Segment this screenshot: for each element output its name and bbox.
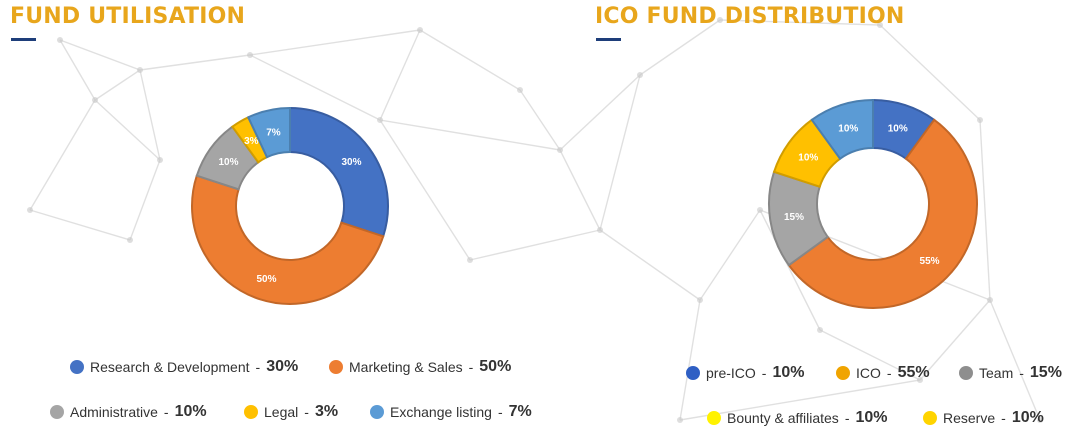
legend-label: pre-ICO: [706, 365, 756, 381]
donut-slice: [787, 118, 978, 309]
donut-slice: [289, 106, 389, 238]
title-underline: [596, 38, 621, 41]
ico-fund-distribution-panel: ICO FUND DISTRIBUTION 10% 55% 15% 10% 10% pr…: [536, 0, 1072, 445]
network-node: [157, 157, 163, 163]
legend-value: 30%: [266, 358, 299, 375]
legend-item: Marketing & Sales - 50%: [329, 358, 511, 376]
network-node: [467, 257, 473, 263]
fund-utilisation-donut: 30% 50% 10% 3% 7%: [191, 106, 389, 305]
legend-dot: [707, 411, 721, 425]
network-node: [597, 227, 603, 233]
legend-dot: [244, 405, 258, 419]
network-node: [877, 22, 883, 28]
legend-separator: -: [468, 359, 474, 375]
network-node: [92, 97, 98, 103]
legend-item: Bounty & affiliates - 10%: [707, 409, 888, 427]
slice-label: 30%: [341, 157, 361, 168]
ico-fund-distribution-donut: 10% 55% 15% 10% 10%: [768, 98, 978, 309]
network-node: [677, 417, 683, 423]
network-node: [717, 17, 723, 23]
legend-separator: -: [761, 365, 767, 381]
legend-value: 55%: [897, 364, 930, 381]
network-node: [917, 377, 923, 383]
legend-separator: -: [844, 410, 850, 426]
legend-value: 10%: [174, 403, 207, 420]
slice-label: 55%: [920, 256, 940, 267]
network-node: [127, 237, 133, 243]
legend-label: ICO: [856, 365, 881, 381]
network-lines: [29, 19, 1041, 421]
legend-label: Legal: [264, 404, 299, 420]
title-underline: [11, 38, 36, 41]
legend-dot: [923, 411, 937, 425]
legend-value: 10%: [772, 364, 805, 381]
slice-label: 10%: [888, 123, 908, 134]
legend-label: Marketing & Sales: [349, 359, 463, 375]
legend-item: Administrative - 10%: [50, 403, 207, 421]
slice-label: 3%: [244, 136, 259, 147]
network-node: [27, 207, 33, 213]
slice-label: 10%: [798, 152, 818, 163]
legend-dot: [686, 366, 700, 380]
network-node: [817, 327, 823, 333]
legend-value: 3%: [314, 403, 339, 420]
legend-label: Exchange listing: [390, 404, 492, 420]
legend-separator: -: [497, 404, 503, 420]
legend-label: Administrative: [70, 404, 158, 420]
legend-dot: [50, 405, 64, 419]
network-node: [57, 37, 63, 43]
legend-value: 15%: [1029, 364, 1062, 381]
legend-separator: -: [304, 404, 309, 420]
slice-label: 10%: [838, 123, 858, 134]
network-node: [517, 87, 523, 93]
slice-label: 10%: [219, 157, 239, 168]
legend-label: Bounty & affiliates: [727, 410, 839, 426]
legend-item: Legal - 3%: [244, 403, 338, 421]
legend-item: ICO - 55%: [836, 364, 930, 382]
donut-slice: [810, 98, 874, 161]
legend-label: Reserve: [943, 410, 996, 426]
legend-item: pre-ICO - 10%: [686, 364, 805, 382]
fund-utilisation-title: FUND UTILISATION: [10, 4, 246, 29]
legend-separator: -: [163, 404, 169, 420]
legend-separator: -: [886, 365, 892, 381]
network-node: [1037, 417, 1043, 423]
legend-item: Reserve - 10%: [923, 409, 1044, 427]
network-node: [417, 27, 423, 33]
donut-slice: [246, 106, 291, 159]
legend-dot: [836, 366, 850, 380]
network-node: [557, 147, 563, 153]
network-node: [977, 117, 983, 123]
legend-label: Team: [979, 365, 1014, 381]
legend-label: Research & Development: [90, 359, 250, 375]
donut-slice: [191, 174, 385, 305]
legend-separator: -: [255, 359, 261, 375]
network-node: [757, 207, 763, 213]
network-node: [247, 52, 253, 58]
slice-label: 15%: [784, 212, 804, 223]
slice-label: 50%: [257, 274, 277, 285]
legend-dot: [70, 360, 84, 374]
legend-value: 10%: [1011, 409, 1044, 426]
legend-separator: -: [1001, 410, 1006, 426]
legend-value: 10%: [855, 409, 888, 426]
legend-item: Research & Development - 30%: [70, 358, 298, 376]
legend-dot: [329, 360, 343, 374]
network-node: [637, 72, 643, 78]
network-node: [697, 297, 703, 303]
fund-utilisation-panel: FUND UTILISATION 30% 50% 10% 3% 7% Research …: [10, 4, 532, 421]
network-node: [987, 297, 993, 303]
legend-value: 50%: [479, 358, 512, 375]
network-node: [137, 67, 143, 73]
legend-item: Team - 15%: [959, 364, 1062, 382]
legend-dot: [959, 366, 973, 380]
slice-label: 7%: [266, 127, 281, 138]
ico-fund-distribution-title: ICO FUND DISTRIBUTION: [595, 4, 905, 29]
legend-value: 7%: [508, 403, 532, 420]
legend-separator: -: [1019, 365, 1024, 381]
legend-dot: [370, 405, 384, 419]
network-node: [377, 117, 383, 123]
legend-item: Exchange listing - 7%: [370, 403, 532, 421]
